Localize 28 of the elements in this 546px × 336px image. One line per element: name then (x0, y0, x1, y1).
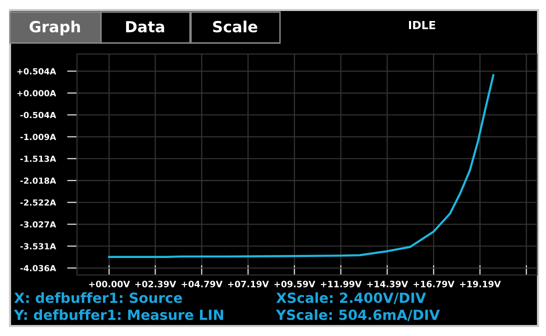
y-tick-label: -3.027A (20, 221, 56, 228)
y-tick-label: -4.036A (20, 265, 56, 272)
y-tick-label: +0.504A (17, 68, 56, 74)
text: IDLE (408, 20, 436, 30)
x-tick-label: +14.39V (367, 280, 408, 288)
y-tick-label: -3.531A (20, 243, 56, 250)
y-tick-label: -0.504A (20, 112, 56, 118)
x-tick-label: +07.19V (228, 280, 269, 288)
y-tick-label: +0.000A (17, 90, 56, 96)
text: Graph (30, 20, 80, 36)
text: YScale: 504.6mA/DIV (276, 309, 440, 322)
y-tick-label: -1.513A (20, 156, 56, 162)
x-tick-label: +00.00V (89, 280, 130, 288)
x-tick-label: +04.79V (182, 280, 223, 288)
text: XScale: 2.400V/DIV (276, 292, 426, 304)
text: X: defbuffer1: Source (14, 292, 182, 304)
y-tick-label: -2.522A (20, 199, 56, 206)
line-series (108, 74, 494, 258)
text: Scale (213, 20, 258, 32)
y-tick-label: -2.018A (20, 178, 56, 184)
text: Data (126, 21, 164, 32)
x-tick-label: +16.79V (414, 280, 454, 288)
y-tick-label: -1.009A (20, 134, 56, 140)
text: Y: defbuffer1: Measure LIN (14, 309, 224, 320)
x-tick-label: +02.39V (135, 280, 176, 288)
x-tick-label: +19.19V (460, 280, 501, 288)
x-tick-label: +11.99V (320, 280, 362, 288)
x-tick-label: +09.59V (274, 280, 316, 288)
